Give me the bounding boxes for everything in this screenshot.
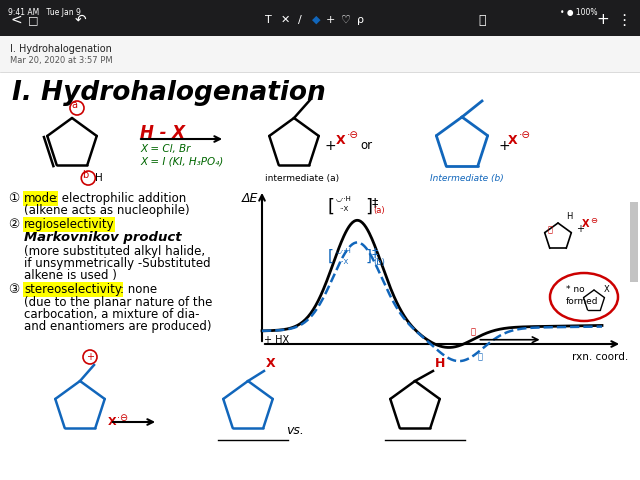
Text: X: X — [266, 357, 276, 370]
Text: + HX: + HX — [264, 335, 289, 345]
Text: : electrophilic addition: : electrophilic addition — [54, 192, 186, 205]
Text: [: [ — [328, 249, 333, 264]
Text: X = Cl, Br: X = Cl, Br — [140, 144, 190, 154]
Text: X: X — [508, 134, 518, 147]
Text: (a): (a) — [373, 206, 385, 215]
Bar — [630, 202, 638, 282]
Text: ◡··H: ◡··H — [335, 247, 351, 253]
Text: alkene is used ): alkene is used ) — [24, 269, 117, 282]
Text: ‡: ‡ — [371, 196, 378, 209]
Text: X: X — [582, 219, 589, 229]
Text: regioselectivity: regioselectivity — [24, 218, 115, 231]
Text: ··X: ··X — [339, 206, 349, 212]
Text: ·⊖: ·⊖ — [117, 413, 128, 423]
Text: +: + — [498, 139, 509, 153]
Text: I. Hydrohalogenation: I. Hydrohalogenation — [12, 80, 326, 106]
Text: formed: formed — [566, 298, 598, 307]
Text: ♡: ♡ — [341, 15, 351, 25]
Bar — [0, 36, 640, 72]
Text: ]: ] — [365, 249, 371, 264]
Text: ◡··H: ◡··H — [335, 195, 351, 201]
Text: Mar 20, 2020 at 3:57 PM: Mar 20, 2020 at 3:57 PM — [10, 56, 113, 65]
Text: X: X — [604, 285, 610, 294]
Text: ①: ① — [8, 192, 19, 205]
Text: ]: ] — [365, 197, 372, 216]
Text: ⋮: ⋮ — [616, 12, 631, 27]
Text: H: H — [95, 173, 103, 183]
Text: ↶: ↶ — [75, 13, 86, 27]
Text: if unsymmetrically -Substituted: if unsymmetrically -Substituted — [24, 257, 211, 270]
Text: +: + — [325, 139, 337, 153]
Text: • ● 100%: • ● 100% — [560, 8, 598, 17]
Text: Ⓐ: Ⓐ — [470, 327, 476, 336]
Text: (alkene acts as nucleophile): (alkene acts as nucleophile) — [24, 204, 189, 217]
Text: +: + — [596, 12, 609, 27]
Text: X = I (KI, H₃PO₄): X = I (KI, H₃PO₄) — [140, 156, 223, 166]
Text: ‡: ‡ — [371, 246, 378, 259]
Text: (due to the planar nature of the: (due to the planar nature of the — [24, 296, 212, 309]
Text: ③: ③ — [8, 283, 19, 296]
Text: stereoselectivity: stereoselectivity — [24, 283, 122, 296]
Text: H - X: H - X — [140, 124, 185, 142]
Text: or: or — [360, 139, 372, 152]
Text: ②: ② — [8, 218, 19, 231]
Text: (b): (b) — [373, 258, 385, 267]
Text: ·⊖: ·⊖ — [347, 130, 359, 140]
Text: +: + — [325, 15, 335, 25]
Text: I. Hydrohalogenation: I. Hydrohalogenation — [10, 44, 112, 54]
Text: Ⓑ: Ⓑ — [478, 352, 483, 361]
Text: X: X — [336, 134, 346, 147]
Text: ⎓: ⎓ — [478, 13, 486, 26]
Text: carbocation, a mixture of dia-: carbocation, a mixture of dia- — [24, 308, 200, 321]
Text: ✕: ✕ — [280, 15, 290, 25]
Text: * no: * no — [566, 285, 584, 293]
Text: intermediate (a): intermediate (a) — [265, 174, 339, 183]
Text: H: H — [566, 212, 572, 221]
Text: ·⊖: ·⊖ — [519, 130, 531, 140]
Text: H: H — [435, 357, 445, 370]
Text: X: X — [108, 417, 116, 427]
Text: +: + — [576, 224, 584, 234]
Text: 9:41 AM   Tue Jan 9: 9:41 AM Tue Jan 9 — [8, 8, 81, 17]
Text: Intermediate (b): Intermediate (b) — [430, 174, 504, 183]
Text: and enantiomers are produced): and enantiomers are produced) — [24, 320, 211, 333]
Text: (more substituted alkyl halide,: (more substituted alkyl halide, — [24, 245, 205, 258]
Text: ⊖: ⊖ — [590, 216, 597, 225]
Text: rxn. coord.: rxn. coord. — [572, 352, 628, 362]
Text: □: □ — [28, 15, 38, 25]
Text: : none: : none — [120, 283, 157, 296]
Text: ∕: ∕ — [298, 15, 302, 25]
Text: ΔE: ΔE — [242, 192, 258, 205]
Text: Markovnikov product: Markovnikov product — [24, 231, 182, 244]
Text: ··X: ··X — [339, 259, 349, 265]
Text: ρ: ρ — [356, 15, 364, 25]
Text: a: a — [71, 100, 77, 110]
Text: T: T — [264, 15, 271, 25]
Text: mode: mode — [24, 192, 58, 205]
Text: Ⓐ: Ⓐ — [548, 225, 553, 234]
Text: [: [ — [328, 197, 335, 216]
Text: +: + — [86, 352, 94, 362]
Text: vs.: vs. — [286, 424, 304, 437]
Text: <: < — [10, 13, 22, 27]
Bar — [0, 0, 640, 36]
Text: ◆: ◆ — [312, 15, 320, 25]
Text: b: b — [82, 170, 88, 180]
